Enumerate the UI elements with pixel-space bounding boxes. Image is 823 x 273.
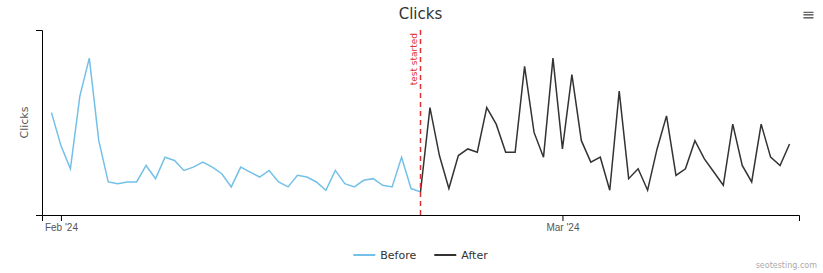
chart: Feb '24 Mar '24 test started ≡ seotesting.co… <box>0 0 823 273</box>
y-axis <box>36 31 43 216</box>
marks <box>51 30 789 215</box>
y-axis-label: Clicks <box>18 106 31 138</box>
x-tick-mark <box>61 215 62 221</box>
x-tick-mark <box>562 215 563 221</box>
legend-label: Before <box>380 249 416 262</box>
x-tick: Feb '24 <box>45 215 78 233</box>
x-tick-label: Mar '24 <box>546 222 579 233</box>
series-line <box>421 58 790 192</box>
x-axis: Feb '24 Mar '24 <box>43 215 800 233</box>
legend: Before After <box>353 249 488 262</box>
plot: Feb '24 Mar '24 test started <box>36 30 800 233</box>
legend-swatch <box>353 254 375 256</box>
legend-item: After <box>434 249 488 262</box>
legend-label: After <box>461 249 488 262</box>
menu-icon: ≡ <box>802 5 815 24</box>
pivot-line <box>420 30 422 215</box>
annotations: test started <box>409 33 419 85</box>
y-axis-line <box>36 31 43 216</box>
legend-swatch <box>434 254 456 256</box>
x-axis-line <box>43 216 800 222</box>
series-line <box>51 58 420 192</box>
x-tick: Mar '24 <box>546 215 579 233</box>
watermark: seotesting.com <box>756 261 818 270</box>
legend-item: Before <box>353 249 416 262</box>
x-tick-label: Feb '24 <box>45 222 78 233</box>
title: Clicks <box>399 5 443 23</box>
pivot-label: test started <box>409 33 419 85</box>
